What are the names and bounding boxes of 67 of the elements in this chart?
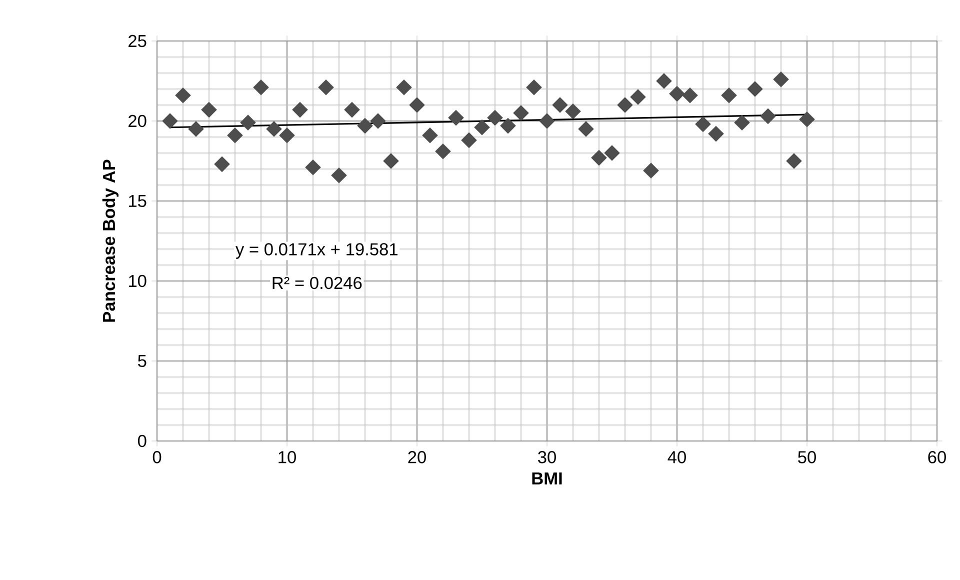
point: [266, 121, 282, 137]
y-tick-label: 20: [128, 114, 146, 128]
point: [643, 162, 659, 178]
point: [695, 116, 711, 132]
point: [721, 88, 737, 104]
annotation: R² = 0.0246: [272, 276, 362, 290]
point: [201, 102, 217, 118]
point: [656, 73, 672, 89]
y-tick-label: 15: [129, 194, 146, 208]
x-tick-label: 20: [408, 451, 426, 464]
point: [578, 121, 594, 137]
point: [214, 156, 230, 172]
point: [630, 89, 646, 105]
point: [409, 97, 425, 113]
point: [175, 88, 191, 104]
y-tick-label: 10: [129, 274, 146, 288]
point: [370, 113, 386, 129]
point: [253, 80, 269, 96]
point: [513, 105, 529, 121]
point: [669, 86, 685, 102]
point: [552, 97, 568, 113]
point: [474, 120, 490, 136]
x-tick-label: 40: [668, 451, 686, 464]
point: [591, 150, 607, 166]
point: [422, 128, 438, 144]
point: [188, 121, 204, 137]
x-tick-label: 30: [538, 451, 556, 464]
y-axis-title: Pancrease Body AP: [102, 160, 119, 322]
x-tick-label: 50: [798, 451, 816, 464]
point: [318, 80, 334, 96]
point: [747, 81, 763, 97]
point: [227, 128, 243, 144]
annotation: y = 0.0171x + 19.581: [236, 243, 398, 259]
point: [396, 80, 412, 96]
point: [357, 118, 373, 134]
y-tick-label: 0: [138, 434, 146, 448]
point: [383, 153, 399, 169]
point: [604, 145, 620, 161]
point: [162, 113, 178, 129]
x-tick-label: 10: [278, 451, 296, 464]
point: [344, 102, 360, 118]
point: [435, 144, 451, 160]
point: [461, 132, 477, 148]
point: [760, 108, 776, 124]
point: [448, 110, 464, 126]
point: [487, 110, 503, 126]
point: [708, 126, 724, 142]
point: [786, 153, 802, 169]
point: [292, 102, 308, 118]
x-axis-title: BMI: [532, 472, 562, 484]
y-tick-label: 25: [128, 34, 146, 48]
point: [500, 118, 516, 134]
point: [279, 128, 295, 144]
point: [240, 114, 256, 130]
point: [773, 72, 789, 88]
point: [617, 97, 633, 113]
y-tick-label: 5: [138, 354, 146, 368]
point: [331, 168, 347, 184]
point: [526, 80, 542, 96]
point: [565, 104, 581, 120]
point: [799, 112, 815, 128]
point: [305, 160, 321, 176]
point: [682, 88, 698, 104]
point: [539, 113, 555, 129]
x-tick-label: 60: [928, 451, 946, 464]
point: [734, 114, 750, 130]
x-tick-label: 0: [152, 451, 162, 464]
